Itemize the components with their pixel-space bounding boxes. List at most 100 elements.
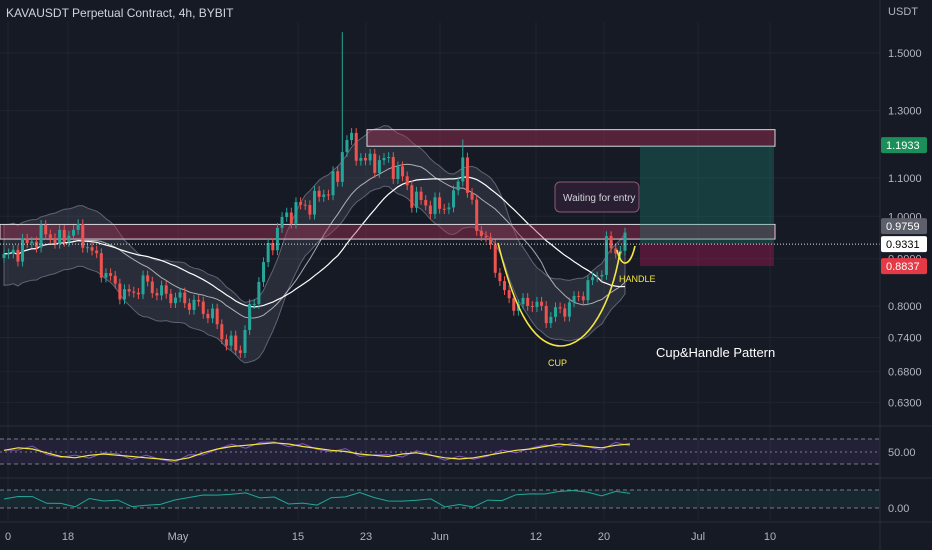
candle-body	[350, 132, 354, 141]
candle-body	[262, 262, 266, 282]
candle-body	[535, 301, 539, 308]
take-profit-value: 1.1933	[886, 140, 920, 152]
x-tick-label: 20	[598, 531, 610, 543]
x-tick-label: Jun	[431, 531, 449, 543]
candle-body	[39, 224, 43, 248]
candle-body	[521, 297, 525, 305]
candle-body	[326, 194, 330, 196]
candle-body	[271, 243, 275, 251]
cup-curve	[497, 242, 621, 347]
candle-body	[229, 335, 233, 346]
candle-body	[16, 249, 20, 262]
candle-body	[600, 274, 604, 277]
candle-body	[558, 307, 562, 309]
candle-body	[452, 190, 456, 208]
x-tick-label: 10	[764, 531, 776, 543]
candle-body	[465, 157, 469, 193]
candle-body	[540, 301, 544, 306]
candle-body	[336, 171, 340, 182]
candle-body	[85, 247, 89, 249]
candle-body	[530, 305, 534, 308]
candle-body	[178, 292, 182, 298]
candle-body	[220, 324, 224, 340]
candle-body	[206, 313, 210, 319]
candle-body	[442, 208, 446, 210]
candle-body	[623, 232, 627, 251]
candle-body	[433, 197, 437, 215]
candle-body	[248, 304, 252, 330]
candle-body	[604, 236, 608, 275]
pattern-label: Cup&Handle Pattern	[656, 345, 775, 360]
candle-body	[503, 281, 507, 291]
candle-body	[280, 216, 284, 228]
candle-body	[354, 132, 358, 161]
candle-body	[475, 199, 479, 231]
candle-body	[243, 329, 247, 353]
candle-body	[563, 308, 567, 317]
candle-body	[572, 295, 576, 303]
candle-body	[81, 224, 85, 248]
upper-band-tag	[881, 218, 927, 235]
candle-body	[118, 283, 122, 300]
x-tick-label: 0	[5, 531, 11, 543]
candle-body	[95, 250, 99, 254]
target-zone	[640, 145, 774, 245]
candle-body	[275, 227, 279, 251]
handle-label: HANDLE	[619, 274, 656, 284]
y-tick-label: 1.1000	[888, 173, 922, 185]
take-profit-tag	[881, 137, 927, 154]
candle-body	[67, 235, 71, 242]
stop-loss-tag	[881, 258, 927, 275]
currency-label: USDT	[888, 6, 918, 18]
candle-body	[410, 185, 414, 208]
candle-body	[544, 305, 548, 324]
candle-body	[197, 299, 201, 302]
last-price-value: 0.9331	[886, 239, 920, 251]
candle-body	[414, 191, 418, 208]
candle-body	[299, 202, 303, 205]
candle-body	[44, 224, 48, 235]
candle-body	[553, 307, 557, 317]
candle-body	[252, 303, 256, 305]
x-tick-label: Jul	[691, 531, 705, 543]
candle-body	[187, 303, 191, 310]
candle-body	[25, 238, 29, 244]
candle-body	[164, 285, 168, 294]
candle-body	[373, 153, 377, 173]
candle-body	[438, 197, 442, 209]
x-tick-label: 15	[292, 531, 304, 543]
candle-body	[424, 199, 428, 206]
candle-body	[419, 191, 423, 200]
candle-body	[132, 291, 136, 293]
candle-body	[484, 236, 488, 238]
candle-body	[359, 157, 363, 161]
x-tick-label: 12	[530, 531, 542, 543]
candle-body	[313, 190, 316, 215]
candle-body	[173, 297, 177, 304]
candle-body	[428, 205, 432, 215]
candle-body	[211, 308, 215, 319]
candle-body	[489, 237, 493, 245]
x-tick-label: 23	[360, 531, 372, 543]
x-tick-label: 18	[62, 531, 74, 543]
candle-body	[289, 212, 293, 224]
rsi-axis-label: 50.00	[888, 447, 916, 459]
candle-body	[526, 297, 530, 306]
stop-loss-value: 0.8837	[886, 261, 920, 273]
y-tick-label: 0.6800	[888, 367, 922, 379]
candle-body	[609, 236, 613, 249]
x-tick-label: May	[168, 531, 189, 543]
candle-body	[160, 285, 164, 296]
candle-body	[340, 152, 344, 182]
candle-body	[21, 238, 25, 262]
callout-box	[554, 181, 640, 213]
candle-body	[396, 166, 400, 179]
candle-body	[581, 296, 585, 301]
candle-body	[53, 238, 57, 244]
candle-body	[387, 157, 391, 159]
candle-body	[595, 276, 599, 278]
candle-body	[141, 275, 145, 295]
stop-zone	[640, 244, 774, 267]
candle-body	[90, 247, 94, 251]
